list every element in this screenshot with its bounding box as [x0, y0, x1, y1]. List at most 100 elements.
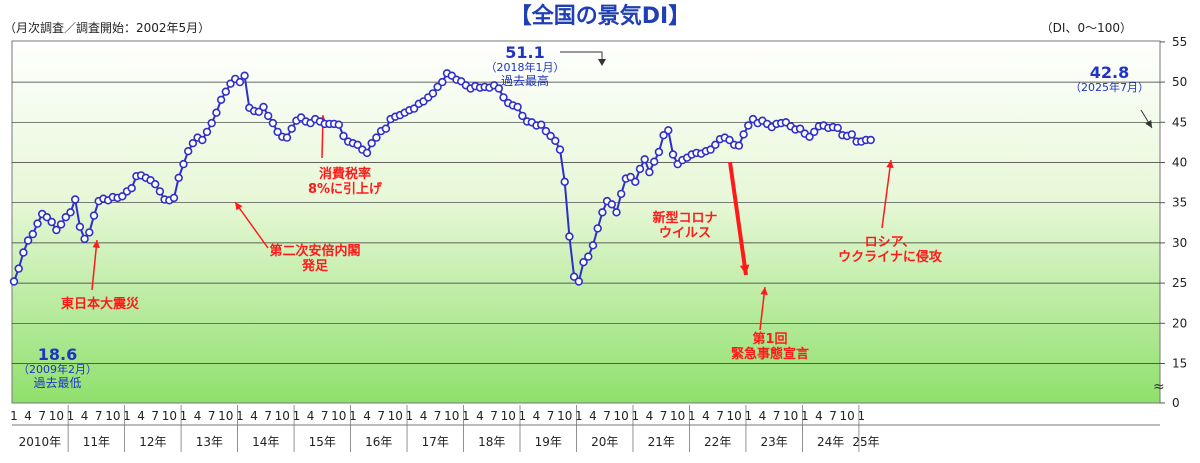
- x-year-label: 11年: [83, 435, 110, 449]
- x-tick-label: 7: [434, 409, 442, 423]
- data-point: [560, 177, 569, 187]
- x-tick-label: 1: [801, 409, 809, 423]
- data-point: [381, 124, 391, 133]
- data-point: [428, 89, 438, 98]
- x-year-label: 21年: [648, 435, 675, 449]
- arrow-abe: [234, 201, 269, 249]
- data-point: [23, 236, 33, 245]
- x-year-label: 18年: [478, 435, 505, 449]
- x-year-label: 15年: [309, 435, 336, 449]
- data-point: [155, 187, 165, 196]
- data-point: [188, 139, 198, 148]
- x-tick-label: 4: [137, 409, 145, 423]
- data-point: [626, 172, 635, 182]
- data-point: [612, 208, 621, 217]
- high-date: （2018年1月）: [485, 61, 565, 75]
- x-tick-label: 1: [406, 409, 414, 423]
- data-point: [259, 102, 268, 112]
- emergency-line1: 第1回: [752, 332, 788, 347]
- x-tick-label: 4: [363, 409, 371, 423]
- series-markers: [9, 69, 875, 286]
- y-tick-label: 45: [1172, 115, 1187, 129]
- data-point: [184, 147, 193, 156]
- x-tick-label: 7: [490, 409, 498, 423]
- annotation-covid: 新型コロナ ウイルス: [635, 211, 735, 242]
- data-point: [833, 123, 842, 133]
- annotation-earthquake: 東日本大震災: [60, 297, 139, 312]
- data-point: [19, 248, 28, 257]
- data-point: [282, 133, 292, 142]
- x-tick-label: 1: [857, 409, 865, 423]
- data-point: [649, 157, 659, 166]
- data-point: [711, 140, 720, 150]
- x-tick-label: 4: [759, 409, 767, 423]
- data-point: [551, 136, 560, 146]
- data-point: [588, 241, 598, 250]
- x-tick-label: 10: [105, 409, 120, 423]
- data-point: [598, 208, 607, 217]
- low-date: （2009年2月）: [18, 363, 97, 377]
- x-tick-label: 10: [670, 409, 685, 423]
- data-point: [118, 192, 127, 201]
- data-point: [216, 95, 226, 105]
- y-tick-label: 20: [1172, 316, 1187, 330]
- data-point: [795, 124, 805, 133]
- x-tick-label: 1: [519, 409, 527, 423]
- x-year-label: 22年: [704, 435, 731, 449]
- data-point: [433, 82, 442, 92]
- x-tick-label: 7: [773, 409, 781, 423]
- y-tick-label: 25: [1172, 276, 1187, 290]
- x-tick-label: 7: [377, 409, 385, 423]
- russia-line2: ウクライナに侵攻: [838, 249, 942, 265]
- data-point: [273, 127, 282, 137]
- x-tick-label: 1: [236, 409, 244, 423]
- y-tick-label: 0: [1172, 396, 1180, 410]
- data-point: [847, 130, 856, 139]
- data-point: [33, 219, 42, 228]
- data-point: [179, 159, 188, 169]
- data-point: [579, 258, 588, 267]
- data-point: [66, 208, 75, 217]
- data-point: [207, 118, 216, 128]
- data-point: [518, 111, 527, 121]
- x-tick-label: 7: [716, 409, 724, 423]
- data-point: [254, 107, 263, 117]
- y-tick-label: 40: [1172, 156, 1187, 170]
- x-year-label: 24年: [817, 435, 844, 449]
- x-tick-label: 7: [208, 409, 216, 423]
- x-tick-label: 1: [180, 409, 188, 423]
- gridlines: [12, 81, 1160, 364]
- x-tick-label: 10: [727, 409, 742, 423]
- data-point: [367, 139, 376, 148]
- x-tick-label: 1: [462, 409, 470, 423]
- data-point: [56, 220, 66, 229]
- data-point: [221, 87, 231, 96]
- x-year-label: 13年: [196, 435, 223, 449]
- x-tick-label: 4: [533, 409, 541, 423]
- data-point: [353, 140, 362, 150]
- x-tick-label: 10: [388, 409, 403, 423]
- x-tick-label: 4: [646, 409, 654, 423]
- data-point: [127, 184, 136, 193]
- data-point: [264, 111, 273, 121]
- x-tick-label: 7: [321, 409, 329, 423]
- data-point: [499, 93, 508, 102]
- arrow-high-head: [598, 59, 606, 66]
- emergency-line2: 緊急事態宣言: [730, 346, 809, 362]
- data-point: [372, 133, 381, 142]
- data-point: [513, 102, 522, 112]
- data-point: [569, 272, 579, 281]
- data-point: [240, 71, 249, 80]
- data-point: [174, 173, 183, 183]
- data-point: [809, 127, 819, 137]
- arrow-russia-head: [886, 160, 894, 169]
- x-tick-label: 1: [349, 409, 357, 423]
- unit-note-right: （DI、0～100）: [1040, 21, 1132, 35]
- x-year-label: 23年: [761, 435, 788, 449]
- x-tick-label: 10: [501, 409, 516, 423]
- data-point: [645, 167, 654, 177]
- chart-title: 【全国の景気DI】: [509, 4, 691, 29]
- data-point: [616, 189, 626, 199]
